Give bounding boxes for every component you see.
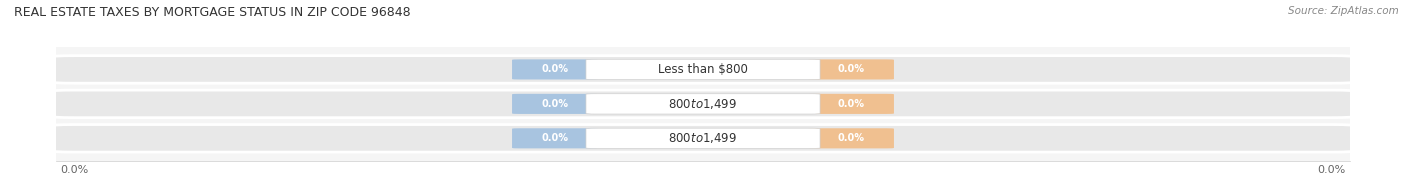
Text: 0.0%: 0.0% <box>541 64 568 74</box>
Text: $800 to $1,499: $800 to $1,499 <box>668 131 738 145</box>
FancyBboxPatch shape <box>512 128 598 148</box>
FancyBboxPatch shape <box>808 94 894 114</box>
Text: $800 to $1,499: $800 to $1,499 <box>668 97 738 111</box>
FancyBboxPatch shape <box>586 94 820 114</box>
Text: 0.0%: 0.0% <box>838 64 865 74</box>
FancyBboxPatch shape <box>586 59 820 80</box>
Text: Source: ZipAtlas.com: Source: ZipAtlas.com <box>1288 6 1399 16</box>
FancyBboxPatch shape <box>51 56 1355 83</box>
FancyBboxPatch shape <box>51 90 1355 118</box>
Text: Less than $800: Less than $800 <box>658 63 748 76</box>
FancyBboxPatch shape <box>808 59 894 80</box>
FancyBboxPatch shape <box>512 59 598 80</box>
Text: REAL ESTATE TAXES BY MORTGAGE STATUS IN ZIP CODE 96848: REAL ESTATE TAXES BY MORTGAGE STATUS IN … <box>14 6 411 19</box>
Text: 0.0%: 0.0% <box>838 133 865 143</box>
Text: 0.0%: 0.0% <box>541 99 568 109</box>
FancyBboxPatch shape <box>512 94 598 114</box>
FancyBboxPatch shape <box>586 128 820 149</box>
FancyBboxPatch shape <box>808 128 894 148</box>
Text: 0.0%: 0.0% <box>838 99 865 109</box>
FancyBboxPatch shape <box>51 124 1355 152</box>
Text: 0.0%: 0.0% <box>541 133 568 143</box>
